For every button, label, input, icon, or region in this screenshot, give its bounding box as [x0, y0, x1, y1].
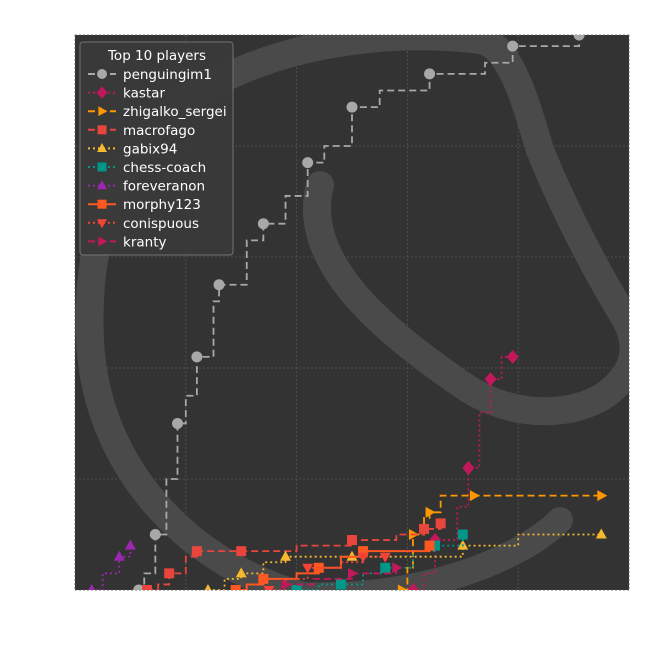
point-macrofago-6: [236, 546, 247, 557]
legend-label-chess-coach: chess-coach: [123, 160, 206, 176]
point-chess-coach-4: [380, 562, 391, 573]
point-zhigalko_sergei-6: [469, 490, 480, 502]
point-kastar-8: [506, 349, 519, 364]
point-macrofago-10: [419, 523, 430, 534]
legend-marker-kranty: [98, 236, 108, 247]
knight-icon: [75, 35, 629, 590]
point-chess-coach-0: [291, 585, 302, 590]
series-line-kranty: [285, 567, 398, 586]
point-chess-coach-6: [430, 540, 441, 551]
legend-label-macrofago: macrofago: [123, 123, 195, 139]
point-zhigalko_sergei-8: [597, 490, 608, 502]
legend-item-kastar: kastar: [88, 86, 165, 102]
legend-marker-conispuous: [97, 219, 107, 229]
series-macrofago: [142, 518, 446, 590]
legend-marker-macrofago: [97, 125, 107, 135]
legend-item-zhigalko_sergei: zhigalko_sergei: [88, 104, 227, 120]
point-morphy123-2: [258, 573, 269, 584]
point-morphy123-8: [424, 540, 435, 551]
point-gabix94-0: [204, 584, 212, 590]
series-conispuous: [263, 552, 391, 590]
point-conispuous-4: [357, 552, 369, 563]
legend-title: Top 10 players: [107, 48, 206, 64]
legend-label-morphy123: morphy123: [123, 197, 201, 213]
series-penguingim1: [133, 35, 585, 590]
point-foreveranon-3: [124, 539, 136, 550]
point-penguingim1-0: [133, 584, 145, 590]
series-zhigalko_sergei: [397, 490, 608, 590]
point-morphy123-0: [230, 585, 241, 590]
point-penguingim1-12: [302, 157, 314, 169]
point-penguingim1-2: [149, 529, 161, 540]
point-macrofago-8: [347, 535, 357, 546]
legend-item-conispuous: conispuous: [88, 216, 199, 232]
series-chess-coach: [291, 529, 468, 590]
legend-marker-zhigalko_sergei: [98, 106, 108, 117]
point-penguingim1-8: [213, 279, 225, 291]
legend-label-zhigalko_sergei: zhigalko_sergei: [123, 104, 227, 120]
series-layer: [88, 35, 608, 590]
series-line-zhigalko_sergei: [401, 494, 602, 590]
legend-item-penguingim1: penguingim1: [88, 67, 212, 83]
point-kranty-0: [281, 578, 292, 590]
point-macrofago-0: [142, 585, 153, 590]
point-conispuous-2: [302, 563, 314, 574]
legend-label-penguingim1: penguingim1: [123, 67, 212, 83]
series-morphy123: [230, 540, 435, 590]
legend-label-foreveranon: foreveranon: [123, 179, 205, 195]
point-conispuous-0: [263, 586, 275, 590]
point-foreveranon-2: [113, 550, 125, 561]
legend-marker-kastar: [96, 86, 108, 99]
legend-marker-morphy123: [97, 199, 107, 209]
point-kranty-4: [392, 562, 403, 574]
point-morphy123-6: [358, 546, 369, 557]
point-kastar-6: [484, 372, 497, 387]
legend-label-kranty: kranty: [123, 234, 166, 250]
legend-item-macrofago: macrofago: [88, 123, 195, 139]
legend-label-kastar: kastar: [123, 86, 165, 102]
legend-label-conispuous: conispuous: [123, 216, 199, 232]
point-penguingim1-6: [191, 351, 203, 363]
point-penguingim1-10: [257, 218, 269, 230]
legend-item-foreveranon: foreveranon: [88, 179, 205, 195]
legend-item-chess-coach: chess-coach: [88, 160, 206, 176]
point-conispuous-5: [379, 552, 391, 563]
point-macrofago-2: [164, 568, 175, 579]
legend-item-kranty: kranty: [88, 234, 166, 250]
point-penguingim1-20: [573, 35, 585, 41]
point-chess-coach-7: [457, 529, 468, 540]
point-penguingim1-18: [507, 40, 519, 52]
point-morphy123-4: [313, 562, 324, 573]
legend-marker-chess-coach: [97, 162, 107, 172]
series-line-penguingim1: [138, 35, 581, 590]
legend-item-morphy123: morphy123: [88, 197, 201, 213]
point-gabix94-4: [280, 550, 292, 561]
point-kranty-2: [348, 567, 358, 579]
point-chess-coach-2: [335, 579, 346, 590]
series-kranty: [281, 562, 403, 590]
point-kastar-0: [406, 583, 419, 590]
point-macrofago-11: [435, 518, 446, 529]
point-penguingim1-14: [346, 101, 358, 113]
point-zhigalko_sergei-4: [425, 506, 436, 518]
point-kastar-4: [462, 460, 475, 475]
series-kastar: [406, 349, 519, 590]
legend-item-gabix94: gabix94: [88, 141, 177, 157]
legend-box: [79, 41, 234, 256]
legend-marker-foreveranon: [97, 180, 107, 190]
point-gabix94-10: [595, 528, 607, 539]
point-penguingim1-16: [424, 68, 436, 80]
series-foreveranon: [88, 539, 136, 590]
point-penguingim1-4: [171, 418, 183, 429]
legend-label-gabix94: gabix94: [123, 141, 177, 157]
legend: Top 10 players penguingim1 kastar zhigalko…: [79, 41, 234, 256]
point-foreveranon-0: [88, 584, 95, 590]
point-macrofago-4: [191, 546, 202, 557]
point-zhigalko_sergei-0: [397, 584, 408, 590]
point-gabix94-2: [235, 567, 247, 578]
legend-marker-penguingim1: [97, 69, 107, 79]
legend-marker-gabix94: [97, 143, 107, 152]
